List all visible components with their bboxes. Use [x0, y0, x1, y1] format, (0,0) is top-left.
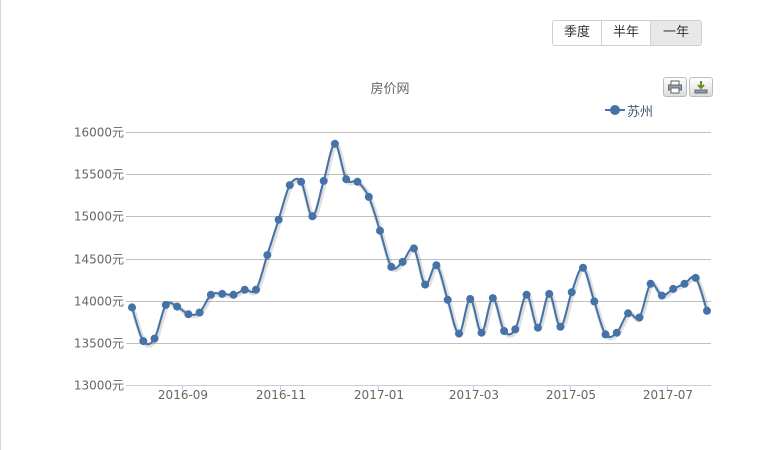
- data-point: [421, 280, 430, 289]
- x-tick-label: 2016-11: [256, 388, 306, 402]
- data-point: [128, 303, 136, 312]
- print-icon: [668, 80, 682, 94]
- data-point: [635, 313, 644, 322]
- data-point: [646, 279, 655, 288]
- data-point: [285, 181, 294, 190]
- legend-marker: [605, 105, 625, 115]
- data-point: [387, 262, 396, 271]
- data-point: [601, 330, 610, 339]
- y-tick-label: 13000元: [74, 379, 124, 393]
- data-point: [522, 290, 531, 299]
- data-point: [161, 300, 170, 309]
- data-point: [330, 139, 339, 148]
- data-point: [455, 329, 463, 338]
- data-point: [624, 309, 633, 318]
- data-point: [511, 325, 520, 334]
- data-point: [297, 177, 306, 186]
- legend-item-suzhou[interactable]: 苏州: [605, 102, 654, 120]
- print-button[interactable]: [663, 77, 687, 97]
- data-point: [240, 285, 249, 294]
- y-tick-label: 15000元: [74, 210, 124, 224]
- data-point: [173, 302, 182, 311]
- data-point: [398, 257, 407, 266]
- data-point: [409, 244, 418, 253]
- data-point: [477, 328, 486, 337]
- data-point: [669, 284, 678, 293]
- legend-label: 苏州: [627, 104, 654, 120]
- range-year-button[interactable]: 一年: [651, 21, 701, 45]
- data-point: [466, 295, 475, 303]
- data-point: [567, 288, 576, 297]
- x-tick-label: 2017-05: [546, 388, 596, 402]
- x-tick-label: 2017-03: [449, 388, 499, 402]
- data-point: [319, 176, 328, 185]
- range-selector: 季度 半年 一年: [552, 20, 702, 46]
- data-point: [195, 308, 204, 317]
- y-tick-label: 16000元: [74, 126, 124, 140]
- data-point: [139, 337, 148, 346]
- y-tick-label: 13500元: [74, 337, 124, 351]
- y-tick-label: 14000元: [74, 295, 124, 309]
- y-tick-label: 14500元: [74, 253, 124, 267]
- range-quarter-button[interactable]: 季度: [553, 21, 602, 45]
- data-point: [308, 212, 317, 221]
- data-point: [533, 323, 542, 332]
- x-tick-label: 2017-07: [643, 388, 693, 402]
- data-point: [342, 175, 351, 184]
- data-point: [150, 334, 159, 343]
- data-point: [488, 294, 497, 303]
- data-point: [657, 291, 666, 300]
- data-point: [263, 251, 272, 260]
- range-halfyear-button[interactable]: 半年: [602, 21, 651, 45]
- data-point: [206, 290, 215, 299]
- data-point: [432, 261, 441, 270]
- series-line-suzhou: [131, 142, 708, 346]
- data-point: [364, 192, 373, 201]
- data-point: [545, 289, 554, 298]
- export-button[interactable]: [689, 77, 713, 97]
- data-point: [703, 306, 711, 315]
- data-point: [500, 327, 509, 335]
- data-point: [612, 328, 621, 337]
- data-point: [691, 273, 700, 282]
- data-point: [556, 322, 565, 331]
- data-point: [252, 285, 260, 294]
- data-point: [443, 295, 452, 304]
- data-point: [184, 310, 193, 319]
- chart-title: 房价网: [370, 82, 410, 97]
- data-point: [579, 263, 587, 272]
- frame-border: [0, 0, 1, 450]
- data-point: [218, 289, 227, 298]
- data-point: [590, 297, 599, 306]
- data-point: [229, 290, 238, 299]
- x-tick-label: 2016-09: [158, 388, 208, 402]
- data-point: [680, 279, 689, 288]
- y-tick-label: 15500元: [74, 168, 124, 182]
- data-point: [353, 177, 362, 186]
- download-icon: [694, 81, 708, 94]
- x-tick-label: 2017-01: [354, 388, 404, 402]
- data-point: [376, 226, 384, 235]
- data-point: [274, 215, 283, 224]
